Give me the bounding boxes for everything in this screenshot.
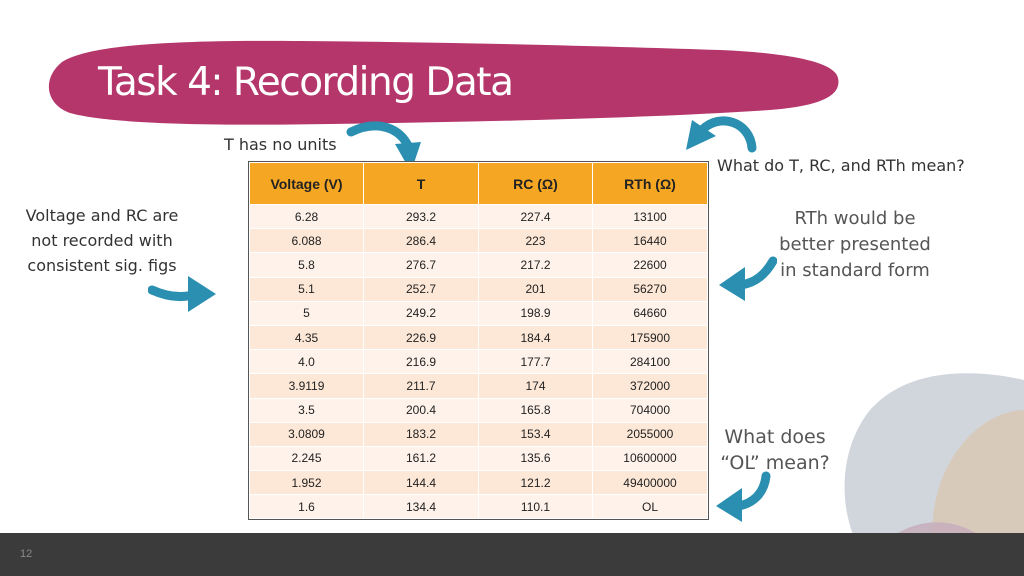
note-sigfigs: Voltage and RC are not recorded with con… [25,206,179,275]
data-table: Voltage (V) T RC (Ω) RTh (Ω) 6.28 293.2 … [248,160,709,521]
cell-voltage: 3.5 [249,397,364,423]
table-row: 2.245 161.2 135.6 10600000 [249,445,708,472]
table-row: 1.952 144.4 121.2 49400000 [249,470,708,496]
table-row: 3.9119 211.7 174 372000 [249,373,708,399]
table-row: 5.1 252.7 201 56270 [249,276,708,302]
cell-voltage: 3.9119 [249,373,364,399]
table-row: 3.0809 183.2 153.4 2055000 [249,421,708,447]
cell-rc: 121.2 [478,470,593,496]
table-row: 6.28 293.2 227.4 13100 [249,203,708,230]
cell-t: 161.2 [363,445,479,472]
cell-rth: 22600 [592,252,708,278]
table-row: 5.8 276.7 217.2 22600 [249,252,708,278]
header-voltage: Voltage (V) [249,162,364,205]
cell-t: 286.4 [363,228,479,254]
cell-rc: 184.4 [478,324,593,351]
cell-rth: 704000 [592,397,708,423]
cell-rth: 2055000 [592,421,708,447]
table-row: 5 249.2 198.9 64660 [249,300,708,326]
cell-rth: 56270 [592,276,708,302]
table-row: 6.088 286.4 223 16440 [249,228,708,254]
cell-t: 211.7 [363,373,479,399]
cell-voltage: 2.245 [249,445,364,472]
note-ol: What does “OL” mean? [720,426,830,474]
table-row: 4.35 226.9 184.4 175900 [249,324,708,351]
cell-rth: 175900 [592,324,708,351]
cell-voltage: 5 [249,300,364,326]
cell-rc: 135.6 [478,445,593,472]
arrow-icon-meaning [686,116,757,153]
header-t: T [363,162,479,205]
cell-voltage: 1.6 [249,494,364,520]
cell-voltage: 1.952 [249,470,364,496]
cell-rc: 217.2 [478,252,593,278]
cell-t: 276.7 [363,252,479,278]
cell-rc: 174 [478,373,593,399]
cell-rth: 64660 [592,300,708,326]
arrow-icon-rth [719,256,777,301]
cell-t: 144.4 [363,470,479,496]
arrow-icon-units [346,121,421,172]
note-units: T has no units [224,135,337,154]
cell-rc: 227.4 [478,203,593,230]
cell-rth: 10600000 [592,445,708,472]
cell-voltage: 5.1 [249,276,364,302]
cell-voltage: 6.28 [249,203,364,230]
title-banner [48,40,839,125]
cell-t: 200.4 [363,397,479,423]
cell-rc: 201 [478,276,593,302]
cell-rc: 110.1 [478,494,593,520]
cell-rc: 165.8 [478,397,593,423]
cell-t: 216.9 [363,349,479,375]
cell-rc: 198.9 [478,300,593,326]
arrow-icon-ol [716,471,771,522]
table-row: 1.6 134.4 110.1 OL [249,494,708,520]
note-meaning: What do T, RC, and RTh mean? [717,156,965,175]
cell-t: 252.7 [363,276,479,302]
slide-title: Task 4: Recording Data [98,60,514,105]
cell-rth: 13100 [592,203,708,230]
cell-rth: 372000 [592,373,708,399]
cell-t: 293.2 [363,203,479,230]
cell-voltage: 3.0809 [249,421,364,447]
footer-bar [0,533,1024,576]
header-rth: RTh (Ω) [592,162,708,205]
table-row: 4.0 216.9 177.7 284100 [249,349,708,375]
cell-rc: 177.7 [478,349,593,375]
page-number: 12 [20,548,33,560]
cell-rth: 16440 [592,228,708,254]
cell-rth: OL [592,494,708,520]
cell-t: 249.2 [363,300,479,326]
note-rth: RTh would be better presented in standar… [779,208,931,281]
arrow-icon-sigfigs [148,276,216,312]
cell-rc: 223 [478,228,593,254]
cell-voltage: 6.088 [249,228,364,254]
cell-t: 134.4 [363,494,479,520]
cell-voltage: 4.0 [249,349,364,375]
table-row: 3.5 200.4 165.8 704000 [249,397,708,423]
cell-voltage: 5.8 [249,252,364,278]
cell-rc: 153.4 [478,421,593,447]
table-header-row: Voltage (V) T RC (Ω) RTh (Ω) [249,162,708,205]
cell-rth: 284100 [592,349,708,375]
header-rc: RC (Ω) [478,162,593,205]
cell-t: 226.9 [363,324,479,351]
cell-t: 183.2 [363,421,479,447]
cell-rth: 49400000 [592,470,708,496]
cell-voltage: 4.35 [249,324,364,351]
